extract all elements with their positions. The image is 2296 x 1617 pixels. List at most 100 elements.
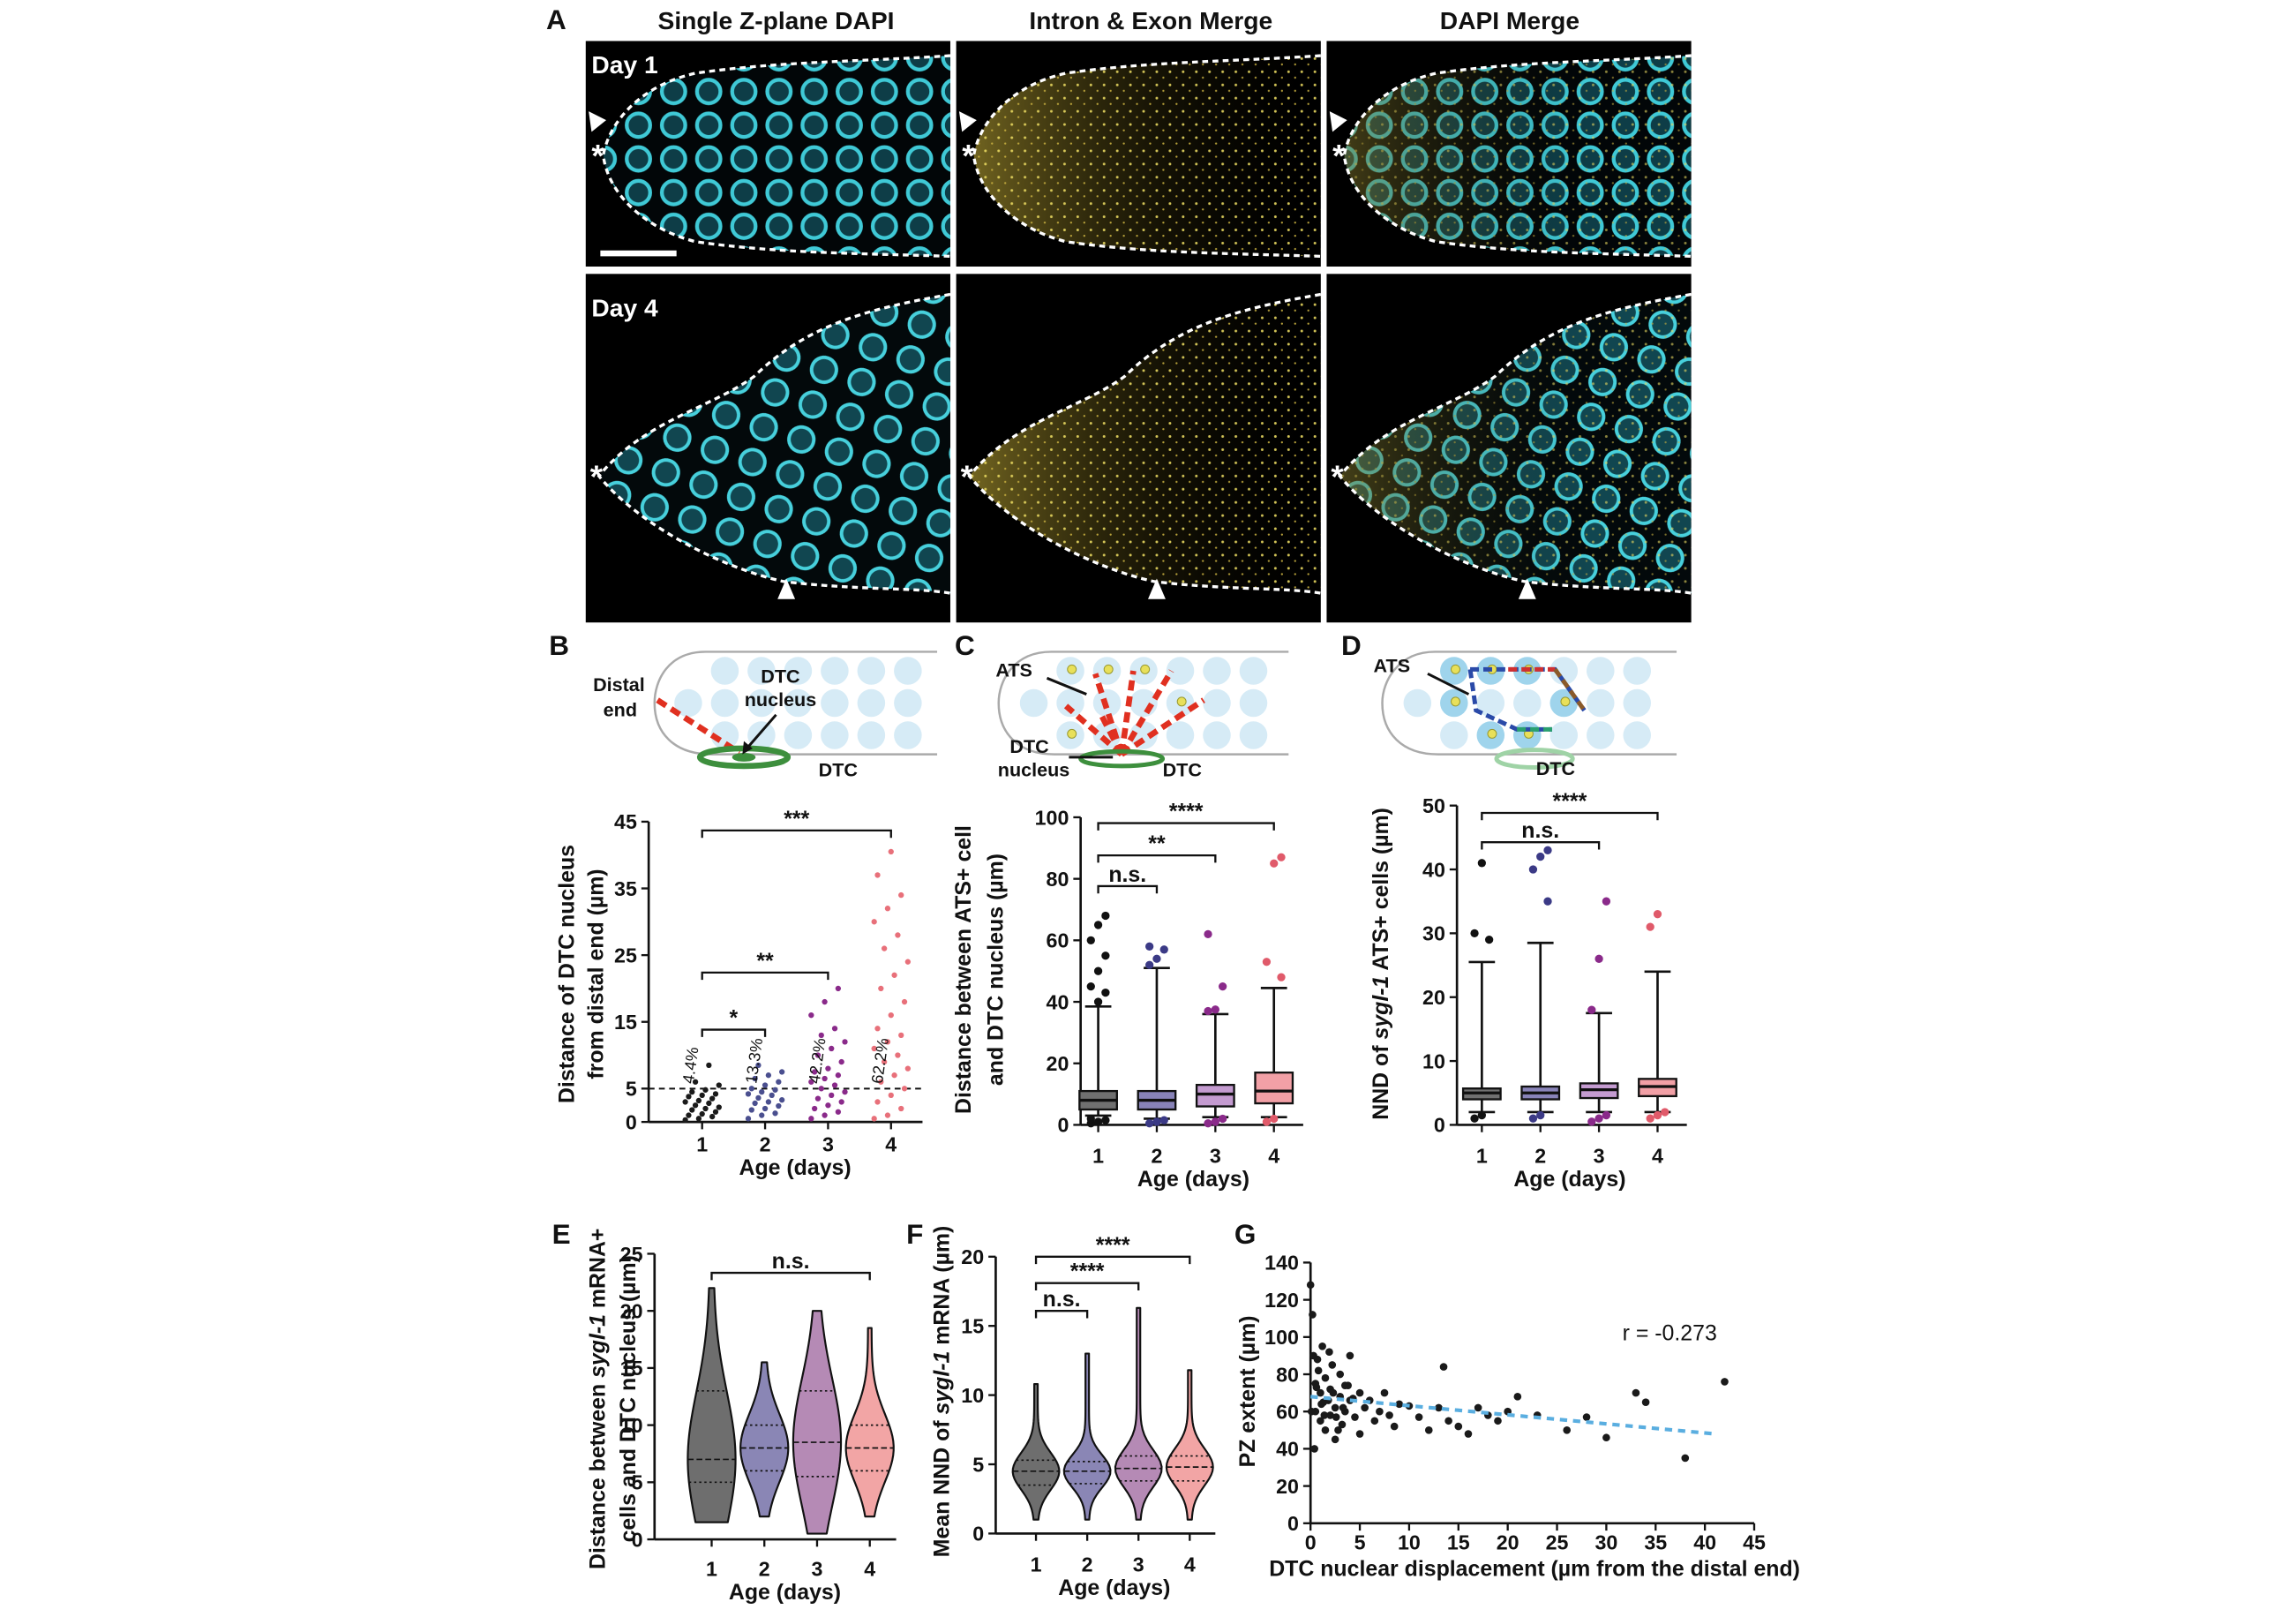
x-tick-label: 0	[1305, 1531, 1317, 1554]
distal-marker: *	[1332, 138, 1346, 174]
diagram-label: ATS	[995, 659, 1032, 681]
point	[1313, 1355, 1322, 1364]
point	[712, 1091, 719, 1097]
cell	[857, 721, 886, 749]
outlier	[1477, 1110, 1486, 1120]
outlier	[1543, 897, 1552, 906]
point	[1355, 1388, 1364, 1397]
box	[1254, 1072, 1294, 1105]
point	[776, 1079, 782, 1085]
arrowhead	[589, 111, 607, 132]
point	[1334, 1425, 1342, 1434]
outlier	[1152, 1117, 1161, 1126]
cell	[1549, 721, 1579, 749]
outlier	[1653, 910, 1662, 919]
outlier	[1218, 1114, 1227, 1124]
outlier	[1484, 935, 1494, 944]
point	[1332, 1413, 1340, 1421]
cell	[747, 721, 776, 749]
point	[1346, 1351, 1354, 1360]
y-tick-label: 10	[961, 1384, 984, 1407]
y-tick-label: 0	[632, 1528, 643, 1551]
point	[831, 1082, 838, 1088]
cell	[1166, 721, 1195, 749]
image-panel: *	[585, 274, 952, 623]
y-tick-label: 20	[1422, 986, 1445, 1009]
significance-label: n.s.	[1108, 862, 1146, 887]
cell	[1549, 657, 1579, 685]
significance-bracket	[701, 829, 892, 839]
arrow	[1046, 676, 1087, 696]
point	[762, 1105, 769, 1112]
ats-dot	[1067, 728, 1077, 739]
chart: 0 5 10 15 20 Mean NND of sygl-1 mRNA (µm) Age …	[929, 1226, 1216, 1600]
x-tick-label: 10	[1398, 1531, 1421, 1554]
cell	[1203, 688, 1231, 718]
outlier	[1152, 954, 1161, 963]
trend-line	[1310, 1395, 1715, 1436]
point	[825, 1102, 831, 1109]
y-axis-label-part: from distal end (µm)	[584, 869, 609, 1079]
x-tick-label: 2	[1151, 1145, 1162, 1168]
gonad-outline	[1381, 651, 1677, 756]
y-tick-label: 5	[632, 1471, 643, 1494]
point	[1344, 1381, 1352, 1389]
cell	[821, 688, 849, 718]
outlier	[1159, 1116, 1168, 1124]
point	[1321, 1425, 1330, 1434]
significance-label: ****	[1553, 789, 1587, 814]
row-label: Day 4	[591, 293, 658, 321]
y-axis-label-part: Distance between ATS+ cell	[951, 825, 976, 1114]
point	[1328, 1361, 1337, 1369]
violin	[1062, 1352, 1112, 1521]
outlier	[1594, 954, 1603, 963]
x-tick-label: 4	[1184, 1553, 1196, 1576]
significance-label: *	[730, 1006, 739, 1031]
point	[884, 1112, 891, 1118]
point	[716, 1104, 722, 1110]
point	[1444, 1417, 1452, 1425]
y-tick-label: 0	[1434, 1114, 1445, 1137]
y-axis-label-part: Mean NND of	[929, 1415, 954, 1558]
significance-bracket	[701, 971, 829, 981]
distance-line	[1120, 697, 1205, 757]
x-tick-label: 5	[1354, 1531, 1366, 1554]
point	[695, 1116, 702, 1122]
dtc-cell	[1078, 748, 1166, 769]
outlier	[1093, 966, 1103, 975]
distal-marker: *	[1331, 459, 1344, 495]
point	[702, 1105, 709, 1112]
y-tick-label: 0	[1057, 1114, 1069, 1137]
point	[776, 1102, 782, 1109]
outlier	[1277, 973, 1286, 981]
outlier	[1086, 936, 1095, 944]
point	[1721, 1378, 1729, 1386]
cell	[894, 688, 922, 718]
chart: 0 10 20 30 40 50 NND of sygl-1 ATS+ cells (µm)…	[1369, 789, 1687, 1192]
image-panels: * * * * * *	[585, 41, 1693, 623]
significance-label: n.s.	[1043, 1287, 1081, 1312]
y-tick-label: 0	[972, 1523, 984, 1546]
dtc-cell	[1494, 748, 1575, 771]
point	[1361, 1403, 1369, 1412]
point	[706, 1062, 712, 1069]
point	[778, 1097, 785, 1103]
point	[874, 1099, 881, 1105]
point	[716, 1082, 722, 1088]
point	[891, 972, 897, 978]
outlier	[1543, 846, 1552, 854]
cell	[1019, 688, 1048, 718]
point	[825, 1065, 831, 1072]
y-tick-label: 0	[1287, 1512, 1299, 1535]
y-tick-label: 25	[614, 944, 637, 966]
distance-lines	[1063, 669, 1205, 757]
point	[686, 1112, 692, 1118]
point	[1641, 1398, 1650, 1406]
y-tick-label: 80	[1276, 1363, 1299, 1386]
distal-marker: *	[962, 138, 975, 174]
point	[1338, 1420, 1347, 1429]
cell	[857, 657, 886, 685]
significance-label: ****	[1169, 800, 1204, 824]
panel-label: E	[552, 1218, 571, 1250]
